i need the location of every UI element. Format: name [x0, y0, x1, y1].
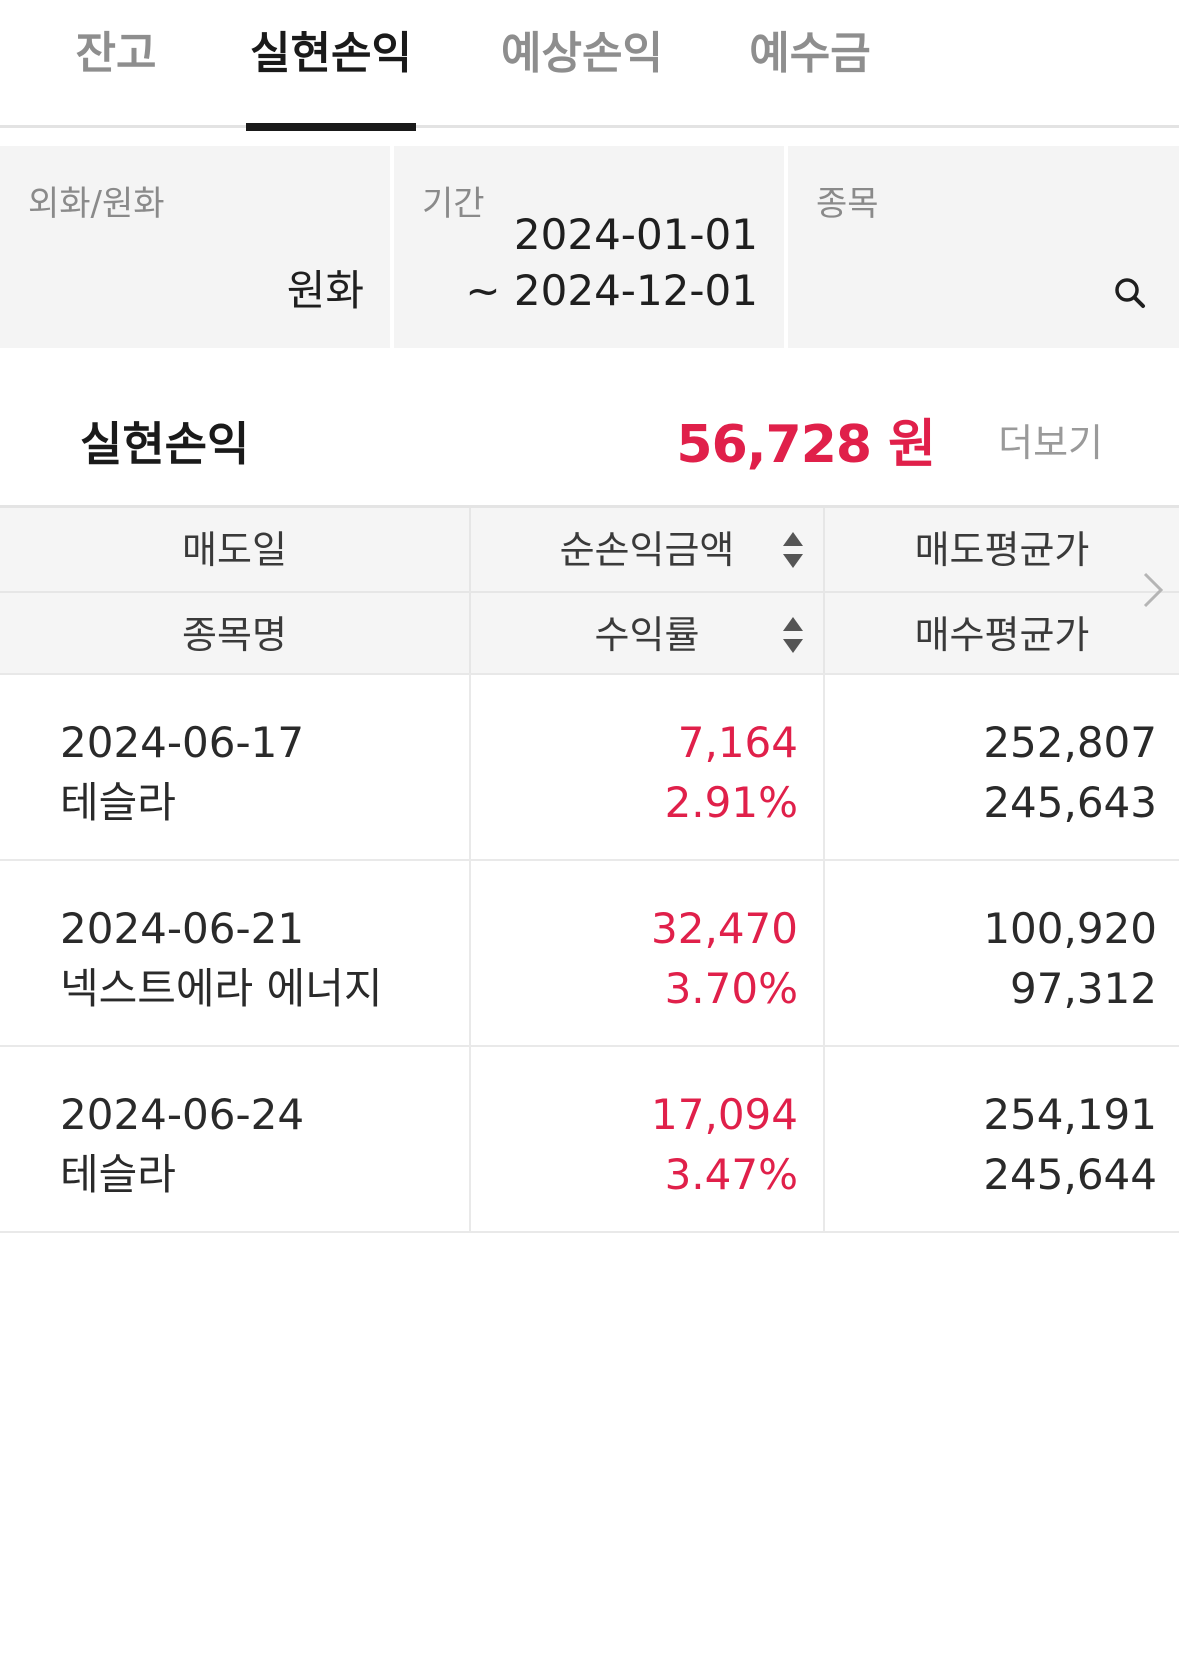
price-cell: 252,807 245,643: [983, 713, 1157, 833]
profit-cell: 7,164 2.91%: [665, 713, 798, 833]
table-header: 매도일 순손익금액 매도평균가 종목명 수익률 매수평균가: [0, 505, 1179, 675]
sell-avg-price: 100,920: [983, 904, 1157, 953]
row-col-divider: [469, 1047, 471, 1231]
return-rate: 3.70%: [664, 964, 798, 1013]
sort-icon[interactable]: [782, 615, 804, 655]
header-return-rate-label: 수익률: [594, 613, 700, 657]
period-end: ~ 2024-12-01: [465, 266, 758, 315]
summary-title: 실현손익: [80, 417, 250, 471]
date-name-cell: 2024-06-24 테슬라: [60, 1085, 304, 1205]
stock-name: 테슬라: [60, 1150, 176, 1199]
period-start: 2024-01-01: [513, 210, 758, 259]
header-net-profit-label: 순손익금액: [559, 528, 735, 572]
summary-bar: 실현손익 56,728 원 더보기: [0, 360, 1179, 505]
header-return-rate[interactable]: 수익률: [471, 593, 823, 677]
header-stock-name: 종목명: [182, 613, 287, 657]
currency-filter-label: 외화/원화: [28, 184, 165, 224]
header-divider: [0, 591, 1179, 593]
search-icon[interactable]: [1113, 276, 1147, 310]
buy-avg-price: 97,312: [1010, 964, 1157, 1013]
header-net-profit[interactable]: 순손익금액: [471, 508, 823, 592]
date-name-cell: 2024-06-17 테슬라: [60, 713, 304, 833]
table-row[interactable]: 2024-06-17 테슬라 7,164 2.91% 252,807 245,6…: [0, 675, 1179, 861]
buy-avg-price: 245,643: [983, 778, 1157, 827]
buy-avg-price: 245,644: [983, 1150, 1157, 1199]
stock-filter-label: 종목: [816, 184, 879, 224]
row-col-divider: [823, 861, 825, 1045]
currency-filter[interactable]: 외화/원화 원화: [0, 146, 390, 348]
sell-date: 2024-06-21: [60, 904, 305, 953]
sell-date: 2024-06-24: [60, 1090, 305, 1139]
profit-cell: 17,094 3.47%: [651, 1085, 798, 1205]
tab-bar: 잔고 실현손익 예상손익 예수금: [0, 0, 1179, 131]
chevron-right-icon[interactable]: [1141, 570, 1165, 610]
sort-icon[interactable]: [782, 530, 804, 570]
summary-amount: 56,728 원: [676, 415, 936, 475]
net-profit: 32,470: [651, 904, 798, 953]
return-rate: 3.47%: [664, 1150, 798, 1199]
header-sell-avg: 매도평균가: [914, 528, 1090, 572]
header-sell-date: 매도일: [182, 528, 287, 572]
stock-filter[interactable]: 종목: [788, 146, 1179, 348]
stock-name: 테슬라: [60, 778, 176, 827]
period-filter-label: 기간: [422, 184, 485, 224]
net-profit: 17,094: [651, 1090, 798, 1139]
stock-name: 넥스트에라 에너지: [60, 964, 383, 1013]
return-rate: 2.91%: [664, 778, 798, 827]
table-row[interactable]: 2024-06-24 테슬라 17,094 3.47% 254,191 245,…: [0, 1047, 1179, 1233]
sell-avg-price: 254,191: [983, 1090, 1157, 1139]
tab-balance[interactable]: 잔고: [75, 28, 157, 79]
tab-expected-pnl[interactable]: 예상손익: [501, 28, 663, 79]
row-col-divider: [469, 675, 471, 859]
tab-realized-pnl[interactable]: 실현손익: [246, 22, 416, 131]
net-profit: 7,164: [677, 718, 798, 767]
date-name-cell: 2024-06-21 넥스트에라 에너지: [60, 899, 382, 1019]
sell-avg-price: 252,807: [983, 718, 1157, 767]
more-button[interactable]: 더보기: [998, 421, 1103, 465]
sell-date: 2024-06-17: [60, 718, 305, 767]
profit-cell: 32,470 3.70%: [651, 899, 798, 1019]
price-cell: 100,920 97,312: [983, 899, 1157, 1019]
row-col-divider: [823, 675, 825, 859]
row-col-divider: [823, 1047, 825, 1231]
row-col-divider: [469, 861, 471, 1045]
header-buy-avg: 매수평균가: [914, 613, 1090, 657]
table-row[interactable]: 2024-06-21 넥스트에라 에너지 32,470 3.70% 100,92…: [0, 861, 1179, 1047]
currency-filter-value: 원화: [286, 266, 364, 315]
filter-bar: 외화/원화 원화 기간 2024-01-01 ~ 2024-12-01 종목: [0, 146, 1179, 348]
header-col-divider: [823, 508, 825, 673]
header-col-divider: [469, 508, 471, 673]
price-cell: 254,191 245,644: [983, 1085, 1157, 1205]
period-filter[interactable]: 기간 2024-01-01 ~ 2024-12-01: [394, 146, 784, 348]
tab-deposit[interactable]: 예수금: [749, 28, 871, 79]
